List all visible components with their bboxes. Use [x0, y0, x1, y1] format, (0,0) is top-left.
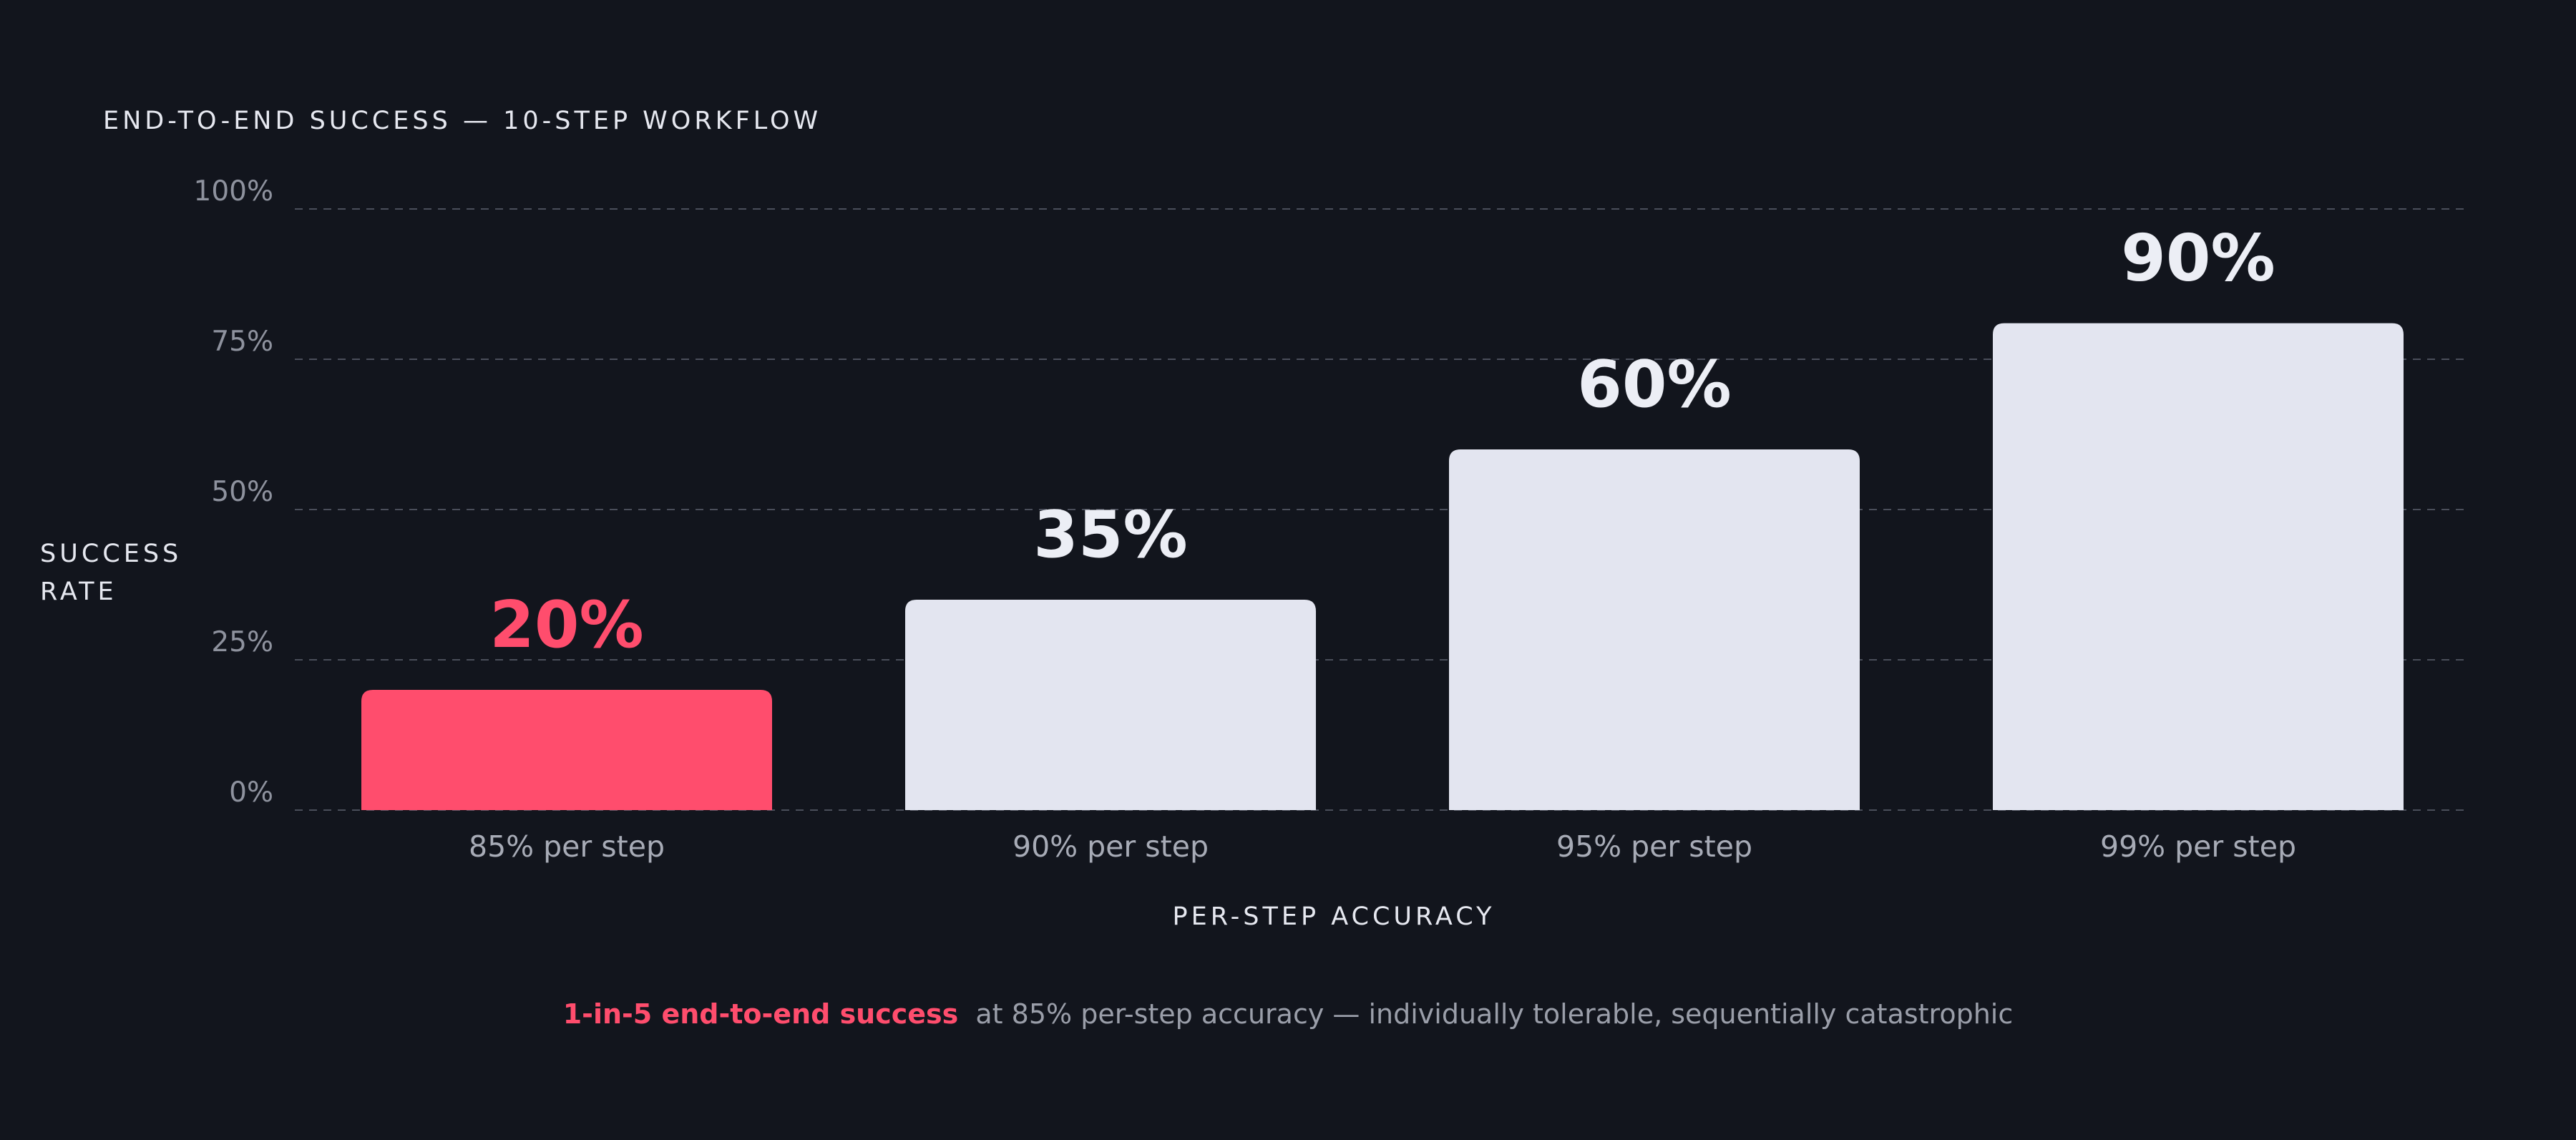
- y-tick-label-75: 75%: [211, 326, 273, 358]
- caption: 1-in-5 end-to-end success at 85% per-ste…: [563, 998, 2014, 1030]
- x-tick-label-4: 99% per step: [2100, 829, 2296, 864]
- x-axis-ticks: 85% per step 90% per step 95% per step 99% …: [469, 829, 2296, 864]
- bar-value-label-3: 60%: [1577, 347, 1731, 422]
- bar-value-label-4: 90%: [2121, 221, 2275, 296]
- x-tick-label-2: 90% per step: [1013, 829, 1209, 864]
- x-axis-title: PER-STEP ACCURACY: [1173, 902, 1496, 931]
- y-axis-ticks: 0% 25% 50% 75% 100%: [194, 175, 274, 809]
- x-tick-label-1: 85% per step: [469, 829, 665, 864]
- caption-highlight: 1-in-5 end-to-end success: [563, 998, 959, 1030]
- x-tick-label-3: 95% per step: [1556, 829, 1752, 864]
- bars: [361, 323, 2404, 811]
- y-axis-title-line-2: RATE: [40, 578, 117, 606]
- bar-3: [1449, 449, 1860, 810]
- y-axis-title-line-1: SUCCESS: [40, 540, 182, 568]
- y-tick-label-50: 50%: [211, 476, 273, 508]
- bar-value-label-2: 35%: [1033, 497, 1187, 573]
- bar-1: [361, 690, 772, 810]
- y-tick-label-0: 0%: [229, 776, 273, 809]
- bar-labels: 20% 35% 60% 90%: [489, 221, 2275, 663]
- bar-value-label-1: 20%: [489, 588, 643, 663]
- bar-4: [1993, 323, 2404, 811]
- y-tick-label-100: 100%: [194, 175, 274, 208]
- chart-title: END-TO-END SUCCESS — 10-STEP WORKFLOW: [103, 107, 821, 135]
- caption-rest: at 85% per-step accuracy — individually …: [975, 998, 2013, 1030]
- bar-2: [905, 600, 1316, 810]
- y-tick-label-25: 25%: [211, 626, 273, 658]
